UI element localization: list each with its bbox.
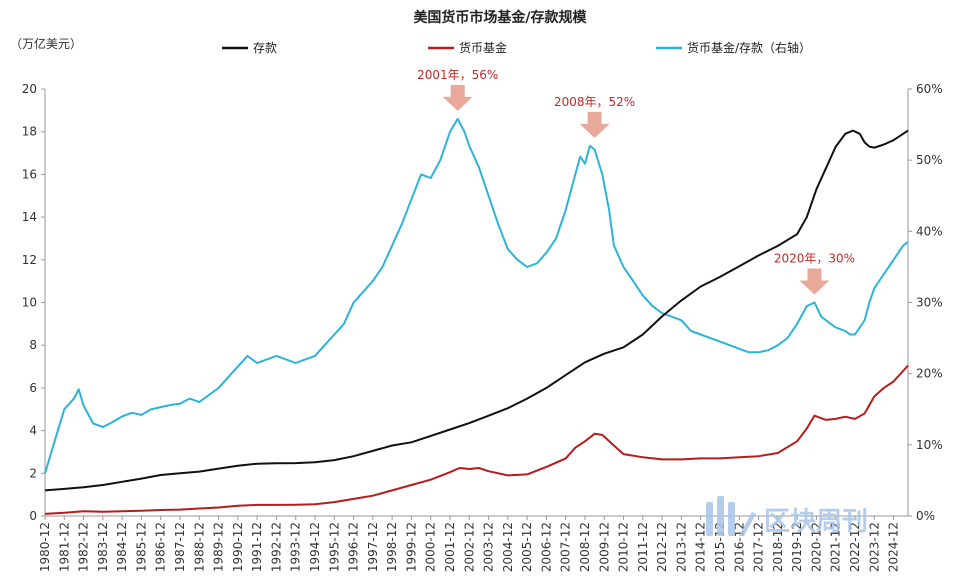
left-tick-label: 12 [22, 253, 37, 267]
left-tick-label: 20 [22, 82, 37, 96]
left-tick-label: 2 [29, 466, 37, 480]
x-tick-label: 2024-12 [887, 522, 901, 572]
series-layer [44, 117, 909, 515]
annotation-arrow-icon [799, 268, 830, 295]
x-tick-label: 1997-12 [366, 522, 380, 572]
axes: 0 2 4 6 8 10 12 14 16 18 20 0% 10% 20% 30% 40% 50% 60% [22, 82, 943, 523]
x-tick-label: 2019-12 [790, 522, 804, 572]
x-tick-label: 2017-12 [752, 522, 766, 572]
x-tick-label: 2023-12 [867, 522, 881, 572]
x-tick-label: 2014-12 [694, 522, 708, 572]
left-tick-label: 14 [22, 210, 37, 224]
x-tick-label: 2021-12 [829, 522, 843, 572]
x-tick-label: 1982-12 [77, 522, 91, 572]
x-tick-label: 1998-12 [385, 522, 399, 572]
left-tick-label: 0 [29, 509, 37, 523]
annotations: 2001年，56% 2008年，52% 2020年，30% [417, 68, 855, 295]
right-tick-label: 60% [916, 82, 943, 96]
annotation-label: 2001年，56% [417, 68, 498, 82]
x-tick-label: 1992-12 [269, 522, 283, 572]
x-tick-label: 1980-12 [38, 522, 52, 572]
chart-title: 美国货币市场基金/存款规模 [413, 9, 587, 26]
x-tick-label: 2009-12 [597, 522, 611, 572]
annotation-arrow-icon [442, 84, 473, 111]
watermark-text: 区块周刊 [764, 507, 868, 537]
left-axis-label: （万亿美元） [10, 36, 82, 51]
x-tick-label: 1993-12 [289, 522, 303, 572]
x-tick-label: 1985-12 [134, 522, 148, 572]
legend: 存款 货币基金 货币基金/存款（右轴） [222, 40, 811, 55]
series-line-deposits [44, 129, 909, 492]
x-tick-label: 2000-12 [424, 522, 438, 572]
annotation-label: 2008年，52% [554, 95, 635, 109]
x-tick-label: 2006-12 [539, 522, 553, 572]
x-tick-label: 2011-12 [636, 522, 650, 572]
right-tick-label: 10% [916, 438, 943, 452]
x-tick-label: 2001-12 [443, 522, 457, 572]
x-tick-label: 1986-12 [154, 522, 168, 572]
pillars-logo-icon [706, 496, 756, 536]
x-tick-label: 1996-12 [347, 522, 361, 572]
x-tick-label: 1994-12 [308, 522, 322, 572]
x-tick-label: 1995-12 [327, 522, 341, 572]
x-tick-label: 1991-12 [250, 522, 264, 572]
left-tick-label: 18 [22, 125, 37, 139]
legend-label-ratio: 货币基金/存款（右轴） [687, 40, 811, 55]
series-line-ratio [44, 117, 909, 474]
annotation-arrow-icon [579, 111, 610, 138]
right-tick-label: 0% [916, 509, 935, 523]
annotation-label: 2020年，30% [774, 252, 855, 266]
x-tick-label: 1981-12 [57, 522, 71, 572]
x-tick-label: 2007-12 [559, 522, 573, 572]
left-tick-label: 4 [29, 424, 37, 438]
left-tick-label: 16 [22, 167, 37, 181]
left-tick-label: 6 [29, 381, 37, 395]
x-tick-label: 2004-12 [501, 522, 515, 572]
x-tick-label: 2005-12 [520, 522, 534, 572]
x-tick-label: 2008-12 [578, 522, 592, 572]
x-tick-label: 2003-12 [482, 522, 496, 572]
right-tick-label: 50% [916, 153, 943, 167]
x-tick-label: 1999-12 [404, 522, 418, 572]
right-tick-label: 20% [916, 367, 943, 381]
x-tick-label: 1989-12 [212, 522, 226, 572]
left-tick-label: 8 [29, 338, 37, 352]
right-tick-label: 30% [916, 296, 943, 310]
x-tick-label: 2012-12 [655, 522, 669, 572]
x-tick-label: 2022-12 [848, 522, 862, 572]
x-tick-label: 2013-12 [674, 522, 688, 572]
watermark: 区块周刊 [706, 496, 868, 537]
x-tick-label: 2002-12 [462, 522, 476, 572]
legend-label-deposits: 存款 [253, 41, 277, 55]
x-tick-label: 2010-12 [617, 522, 631, 572]
x-tick-label: 2020-12 [809, 522, 823, 572]
series-line-mmf [44, 364, 909, 515]
x-tick-label: 1983-12 [96, 522, 110, 572]
x-tick-label: 1987-12 [173, 522, 187, 572]
x-tick-label: 1988-12 [192, 522, 206, 572]
x-tick-label: 1990-12 [231, 522, 245, 572]
left-tick-label: 10 [22, 296, 37, 310]
legend-label-mmf: 货币基金 [459, 40, 507, 55]
x-tick-label: 2018-12 [771, 522, 785, 572]
right-tick-label: 40% [916, 224, 943, 238]
x-tick-label: 1984-12 [115, 522, 129, 572]
